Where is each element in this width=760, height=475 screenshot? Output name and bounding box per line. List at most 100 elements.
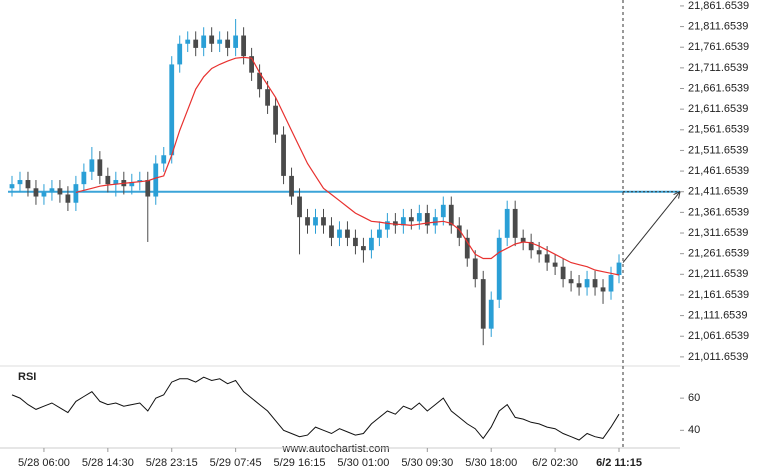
candle-body bbox=[584, 279, 590, 288]
y-tick-label: 21,261.6539 bbox=[688, 248, 749, 260]
candle-body bbox=[217, 39, 223, 44]
arrow-head bbox=[673, 191, 681, 199]
candle-body bbox=[496, 237, 502, 300]
candle-body bbox=[448, 204, 454, 226]
x-tick-label: 5/30 01:00 bbox=[337, 457, 389, 469]
candle-body bbox=[568, 279, 574, 284]
candle-body bbox=[297, 196, 302, 218]
candle-body bbox=[281, 134, 286, 176]
forecast-arrow bbox=[622, 191, 681, 263]
candle-body bbox=[313, 217, 318, 226]
candle-body bbox=[480, 279, 486, 329]
candle-body bbox=[536, 250, 542, 255]
candle-body bbox=[129, 182, 135, 187]
candle-body bbox=[145, 180, 151, 197]
candle-body bbox=[161, 155, 167, 164]
candle-body bbox=[345, 229, 350, 238]
candle-body bbox=[49, 188, 55, 193]
y-tick-label: 21,461.6539 bbox=[688, 165, 749, 177]
candle-body bbox=[137, 180, 143, 183]
candle-body bbox=[544, 254, 550, 263]
candle-body bbox=[241, 35, 247, 57]
candle-body bbox=[305, 217, 310, 226]
x-tick-label: 6/2 11:15 bbox=[596, 457, 642, 469]
candle-body bbox=[408, 217, 414, 222]
candle-body bbox=[592, 279, 598, 288]
candle-body bbox=[400, 217, 406, 226]
y-tick-label: 21,211.6539 bbox=[688, 268, 748, 280]
y-tick-label: 21,761.6539 bbox=[688, 41, 749, 53]
candle-body bbox=[57, 188, 63, 195]
candle-body bbox=[41, 192, 47, 197]
candle-body bbox=[321, 217, 326, 226]
candle-body bbox=[257, 72, 262, 90]
y-tick-label: 21,411.6539 bbox=[688, 186, 748, 198]
y-tick-label: 21,711.6539 bbox=[688, 62, 748, 74]
y-tick-label: 21,361.6539 bbox=[688, 206, 749, 218]
candle-body bbox=[369, 237, 374, 251]
candle-body bbox=[177, 43, 183, 65]
candle-body bbox=[169, 64, 175, 156]
candle-body bbox=[65, 194, 71, 203]
candle-body bbox=[273, 105, 278, 135]
candle-body bbox=[17, 180, 23, 185]
x-tick-label: 5/29 16:15 bbox=[274, 457, 326, 469]
candle-body bbox=[105, 175, 111, 185]
candle-body bbox=[616, 262, 622, 275]
candle-body bbox=[361, 246, 366, 251]
candle-body bbox=[201, 35, 207, 48]
candle-body bbox=[560, 266, 566, 280]
y-tick-label: 21,011.6539 bbox=[688, 351, 748, 363]
y-tick-label: 21,561.6539 bbox=[688, 124, 749, 136]
rsi-tick-label: 60 bbox=[688, 392, 700, 404]
candle-body bbox=[153, 163, 159, 197]
candle-body bbox=[488, 299, 494, 329]
candle-body bbox=[209, 35, 215, 44]
candle-body bbox=[25, 180, 31, 189]
candle-body bbox=[520, 237, 526, 242]
candle-body bbox=[265, 89, 270, 106]
candle-body bbox=[337, 229, 342, 238]
candle-body bbox=[576, 283, 582, 288]
candle-body bbox=[97, 159, 103, 176]
candle-body bbox=[512, 208, 518, 238]
candle-body bbox=[33, 188, 39, 197]
candle-body bbox=[249, 56, 254, 73]
candle-body bbox=[289, 175, 294, 197]
x-tick-label: 6/2 02:30 bbox=[532, 457, 578, 469]
rsi-line bbox=[11, 376, 620, 441]
y-tick-label: 21,161.6539 bbox=[688, 289, 749, 301]
rsi-tick-label: 40 bbox=[688, 424, 700, 436]
candle-body bbox=[233, 35, 239, 48]
candle-body bbox=[456, 225, 462, 238]
candle-body bbox=[89, 159, 95, 172]
candle-body bbox=[440, 204, 446, 218]
y-tick-label: 21,811.6539 bbox=[688, 20, 748, 32]
x-tick-label: 5/29 07:45 bbox=[210, 457, 262, 469]
candle-body bbox=[608, 274, 614, 292]
candle-body bbox=[600, 287, 606, 292]
candle-body bbox=[185, 39, 191, 44]
candle-body bbox=[377, 229, 382, 238]
candle-body bbox=[432, 217, 438, 226]
candle-body bbox=[424, 213, 430, 226]
candle-body bbox=[73, 184, 79, 203]
candle-body bbox=[472, 258, 478, 280]
candle-body bbox=[329, 225, 334, 238]
candle-body bbox=[9, 184, 15, 189]
candle-body bbox=[384, 221, 390, 230]
y-tick-label: 21,111.6539 bbox=[688, 310, 748, 322]
x-tick-label: 5/30 18:00 bbox=[465, 457, 517, 469]
y-tick-label: 21,311.6539 bbox=[688, 227, 748, 239]
candle-body bbox=[464, 237, 470, 259]
x-tick-label: 5/28 14:30 bbox=[82, 457, 134, 469]
candle-body bbox=[113, 180, 119, 185]
footer: www.autochartist.com bbox=[282, 443, 390, 455]
y-tick-label: 21,511.6539 bbox=[688, 144, 748, 156]
x-tick-label: 5/28 23:15 bbox=[146, 457, 198, 469]
y-tick-label: 21,611.6539 bbox=[688, 103, 748, 115]
x-tick-label: 5/30 09:30 bbox=[401, 457, 453, 469]
candle-body bbox=[225, 39, 231, 48]
candle-body bbox=[81, 171, 87, 185]
